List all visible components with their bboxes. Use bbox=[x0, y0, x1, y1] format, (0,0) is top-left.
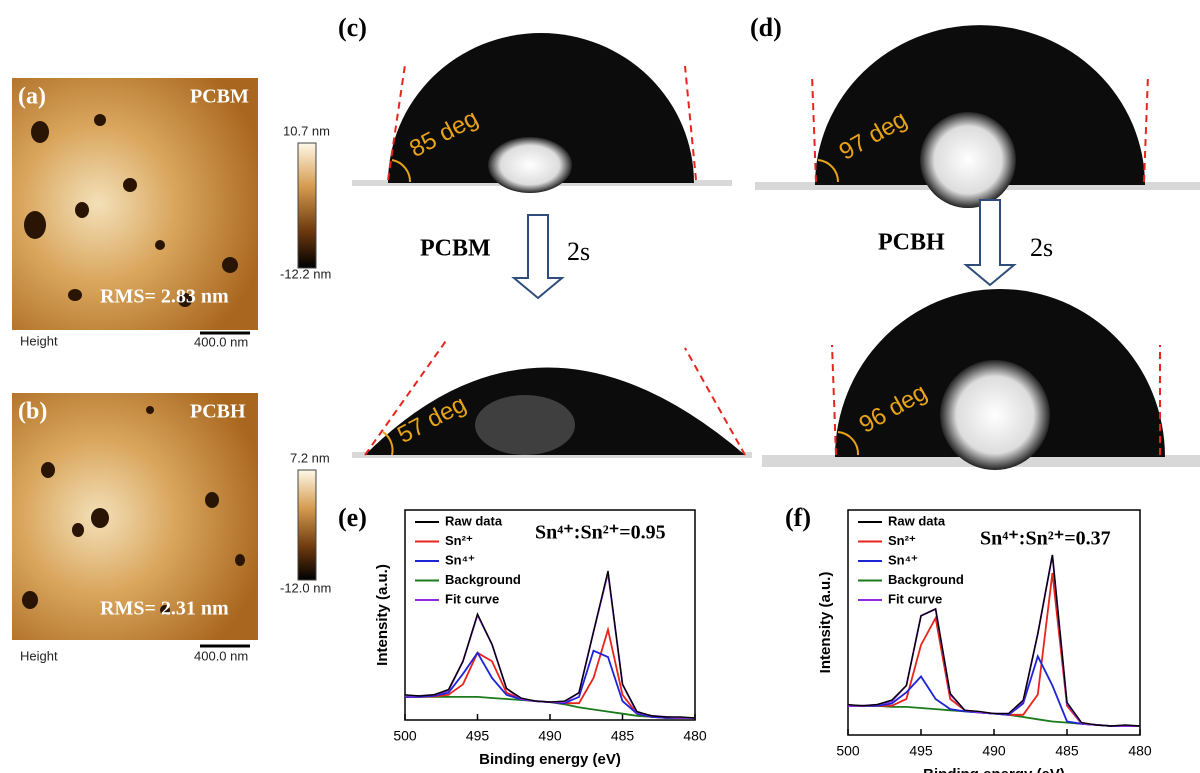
colorbar-max: 7.2 nm bbox=[290, 450, 330, 465]
afm-panel-a: (a) PCBM RMS= 2.83 nm Height 400.0 nm 10… bbox=[12, 78, 331, 349]
channel: Height bbox=[20, 648, 58, 663]
colorbar bbox=[298, 470, 316, 580]
panel-label: (c) bbox=[338, 13, 367, 42]
rms: RMS= 2.31 nm bbox=[100, 598, 229, 620]
legend-label: Sn⁴⁺ bbox=[888, 552, 918, 567]
x-tick-label: 495 bbox=[909, 743, 933, 759]
afm-panel-b: (b) PCBH RMS= 2.31 nm Height 400.0 nm 7.… bbox=[12, 393, 331, 663]
x-axis-label: Binding energy (eV) bbox=[923, 766, 1065, 773]
colorbar-max: 10.7 nm bbox=[283, 123, 330, 138]
annotation: Sn⁴⁺:Sn²⁺=0.95 bbox=[535, 522, 666, 544]
colorbar-min: -12.0 nm bbox=[280, 580, 331, 595]
arrow bbox=[514, 215, 562, 298]
legend-label: Fit curve bbox=[445, 591, 499, 606]
figure: (a) PCBM RMS= 2.83 nm Height 400.0 nm 10… bbox=[0, 0, 1200, 773]
legend-label: Fit curve bbox=[888, 591, 942, 606]
tangent bbox=[1144, 75, 1148, 182]
scale-label: 400.0 nm bbox=[194, 334, 248, 349]
panel-label: (e) bbox=[338, 503, 367, 532]
time: 2s bbox=[567, 237, 590, 266]
series-line bbox=[848, 706, 1140, 726]
legend-label: Background bbox=[888, 572, 964, 587]
tangent bbox=[812, 75, 816, 182]
panel-label: (b) bbox=[18, 399, 47, 425]
droplet-reflection bbox=[488, 137, 572, 193]
droplet-reflection bbox=[920, 112, 1016, 208]
y-axis-label: Intensity (a.u.) bbox=[817, 572, 834, 674]
x-tick-label: 485 bbox=[611, 728, 635, 744]
panel-label: (f) bbox=[785, 503, 811, 532]
contact-angle-c: (c) 85 deg PCBM 2s 57 deg bbox=[338, 13, 752, 458]
x-tick-label: 480 bbox=[1128, 743, 1152, 759]
rms: RMS= 2.83 nm bbox=[100, 286, 229, 308]
series-line bbox=[405, 630, 695, 718]
legend-label: Raw data bbox=[888, 513, 946, 528]
sample-name: PCBH bbox=[878, 230, 945, 256]
legend-label: Background bbox=[445, 572, 521, 587]
series-line bbox=[405, 651, 695, 718]
series-line bbox=[848, 656, 1140, 726]
sample-name: PCBH bbox=[190, 401, 246, 423]
droplet-reflection bbox=[940, 360, 1050, 470]
x-tick-label: 490 bbox=[982, 743, 1006, 759]
x-axis-label: Binding energy (eV) bbox=[479, 751, 621, 768]
y-axis-label: Intensity (a.u.) bbox=[374, 564, 391, 666]
time: 2s bbox=[1030, 233, 1053, 262]
legend-label: Sn²⁺ bbox=[888, 533, 916, 548]
x-tick-label: 495 bbox=[466, 728, 490, 744]
contact-angle-d: (d) 97 deg PCBH 2s 96 deg bbox=[750, 13, 1200, 470]
colorbar-min: -12.2 nm bbox=[280, 266, 331, 281]
arrow bbox=[966, 200, 1014, 285]
x-tick-label: 485 bbox=[1055, 743, 1079, 759]
scale-label: 400.0 nm bbox=[194, 648, 248, 663]
channel: Height bbox=[20, 333, 58, 348]
panel-label: (d) bbox=[750, 13, 782, 42]
xps-chart: (e) 500 495 490 485 480 Binding energy (eV) Int… bbox=[338, 503, 707, 768]
sample-name: PCBM bbox=[190, 86, 249, 108]
sample-name: PCBM bbox=[420, 236, 491, 262]
panel-label: (a) bbox=[18, 84, 46, 110]
xps-chart: (f) 500 495 490 485 480 Binding energy (eV) Int… bbox=[785, 503, 1152, 773]
x-tick-label: 500 bbox=[393, 728, 417, 744]
colorbar bbox=[298, 143, 316, 268]
x-tick-label: 490 bbox=[538, 728, 562, 744]
legend-label: Sn²⁺ bbox=[445, 533, 473, 548]
annotation: Sn⁴⁺:Sn²⁺=0.37 bbox=[980, 528, 1111, 550]
x-tick-label: 480 bbox=[683, 728, 707, 744]
legend-label: Sn⁴⁺ bbox=[445, 552, 475, 567]
legend-label: Raw data bbox=[445, 513, 503, 528]
droplet-reflection bbox=[475, 395, 575, 455]
tangent bbox=[832, 345, 836, 455]
x-tick-label: 500 bbox=[836, 743, 860, 759]
